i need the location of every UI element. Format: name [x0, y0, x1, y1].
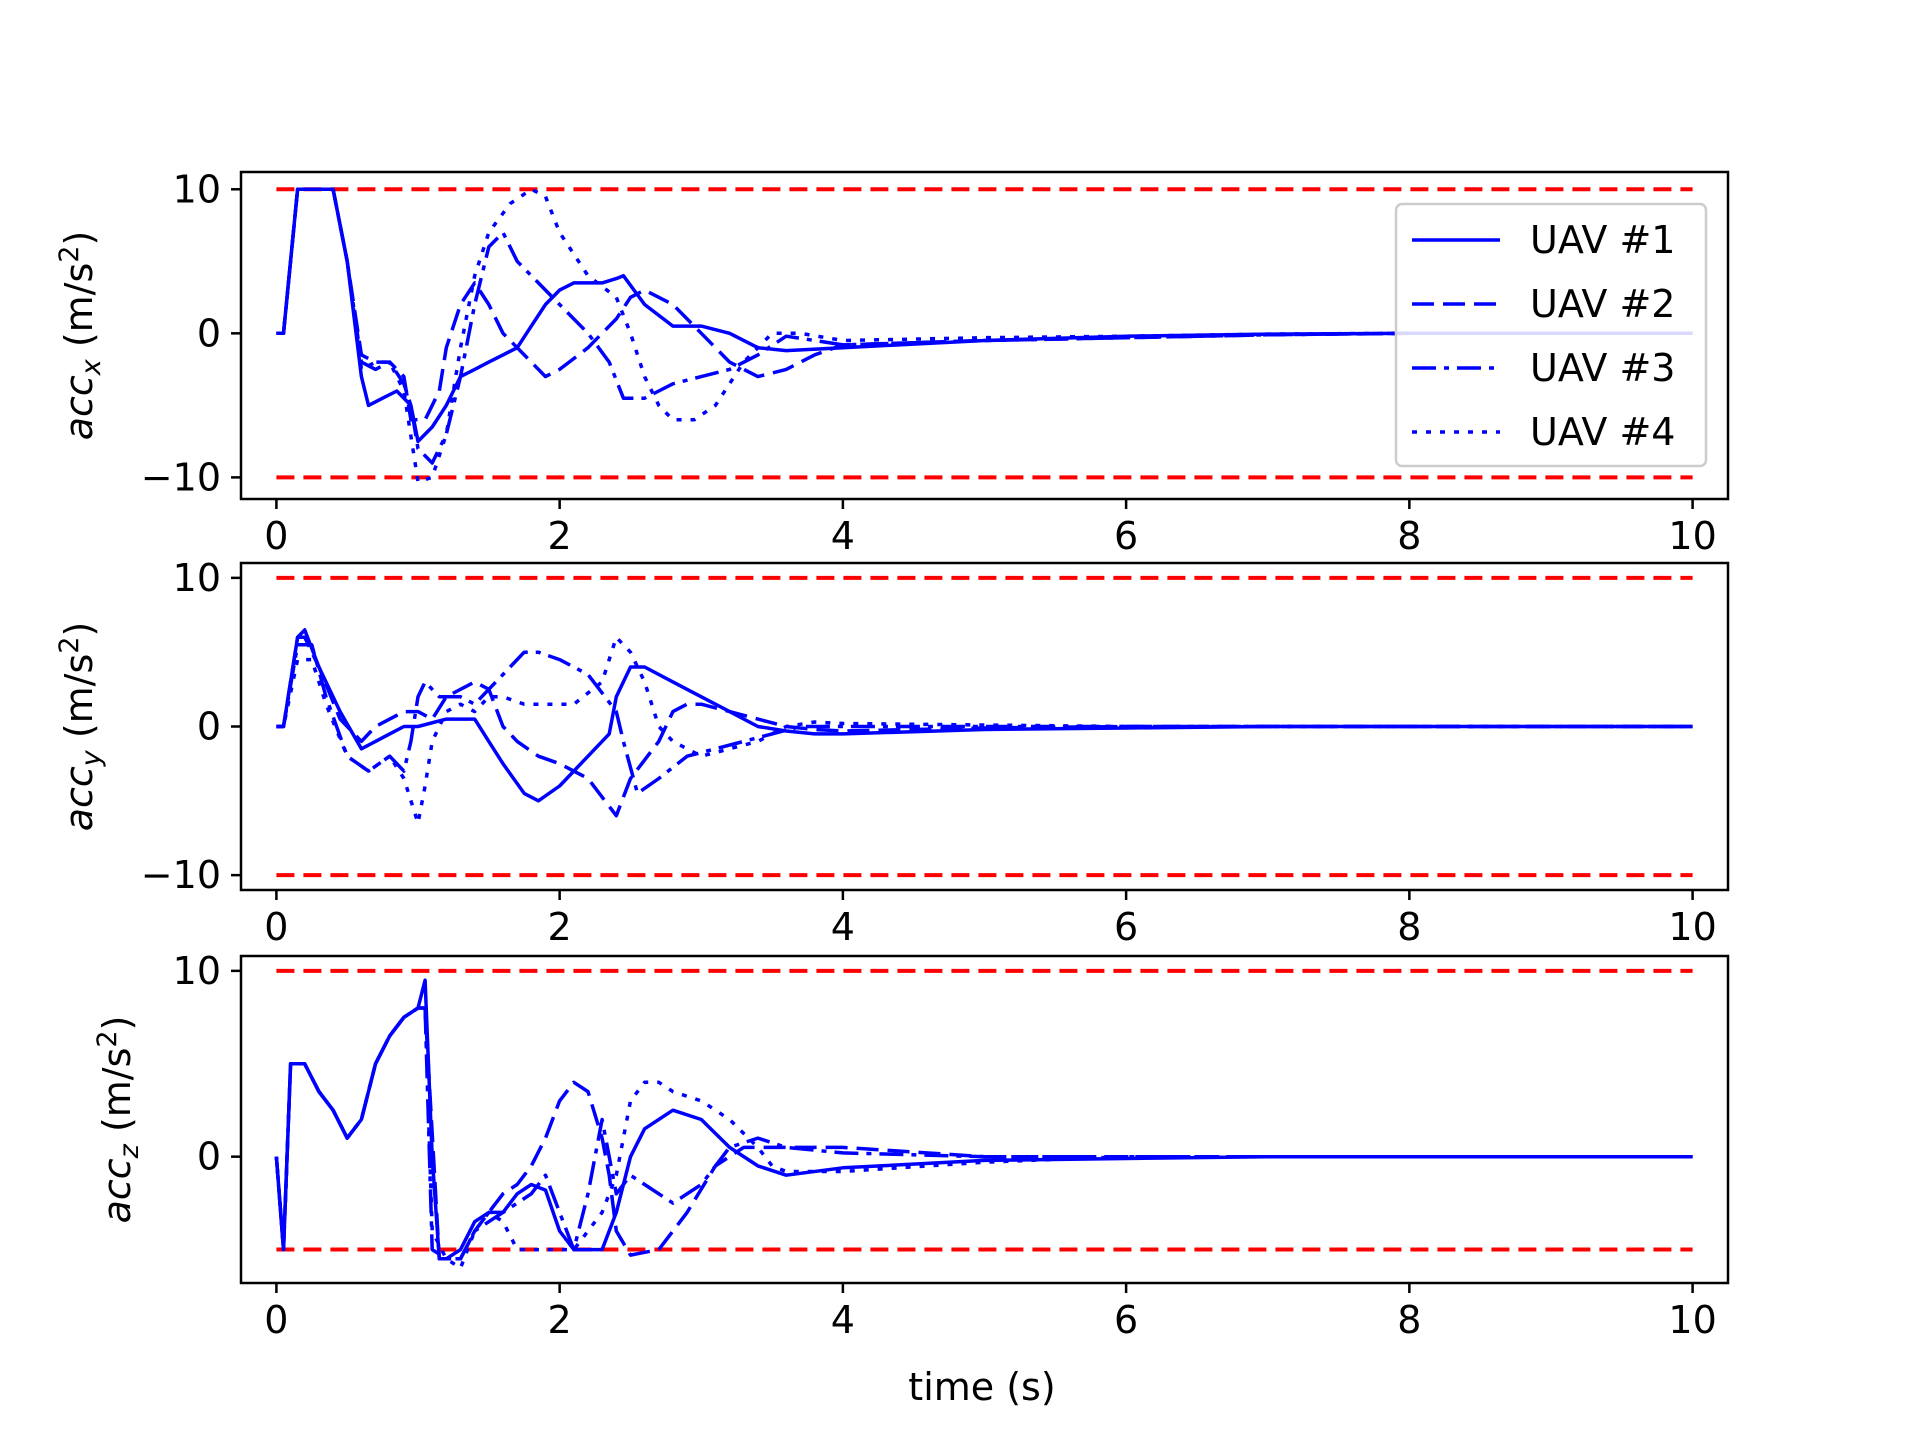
- x-tick-label: 0: [264, 905, 288, 949]
- y-tick-label: 10: [173, 167, 221, 211]
- y-axis-label: accy (m/s2): [54, 622, 107, 832]
- x-tick-label: 6: [1114, 1298, 1138, 1342]
- x-tick-label: 6: [1114, 905, 1138, 949]
- y-tick-label: 0: [197, 705, 221, 749]
- x-tick-label: 0: [264, 514, 288, 558]
- legend-label-uav-1: UAV #1: [1530, 218, 1675, 262]
- x-axis-label: time (s): [908, 1365, 1055, 1409]
- y-tick-label: −10: [141, 853, 221, 897]
- x-tick-label: 4: [831, 1298, 855, 1342]
- y-tick-label: 10: [173, 949, 221, 993]
- series-line-uav-1: [276, 628, 1693, 803]
- series-line-uav-4: [276, 635, 1693, 825]
- x-tick-label: 4: [831, 905, 855, 949]
- series-line-uav-2: [276, 187, 1693, 422]
- legend: UAV #1 UAV #2 UAV #3 UAV #4: [1394, 202, 1708, 468]
- x-tick-label: 2: [548, 905, 572, 949]
- y-tick-label: −10: [141, 455, 221, 499]
- y-tick-label: 0: [197, 311, 221, 355]
- series-line-uav-3: [276, 187, 1693, 465]
- x-tick-label: 0: [264, 1298, 288, 1342]
- series-group: [276, 187, 1693, 484]
- y-axis-label: accx (m/s2): [54, 231, 107, 441]
- series-group: [274, 978, 1693, 1270]
- series-line-uav-4: [276, 187, 1693, 484]
- series-line-uav-1: [276, 187, 1693, 444]
- axes-frame: [239, 170, 1730, 501]
- series-line-uav-3: [276, 643, 1693, 796]
- series-line-uav-2: [276, 635, 1693, 818]
- legend-label-uav-4: UAV #4: [1530, 410, 1675, 454]
- legend-box: [1394, 202, 1708, 468]
- x-tick-label: 2: [548, 1298, 572, 1342]
- subplot-3: 0 2 4 6 8 10 0 10 accz (m/s2): [92, 949, 1730, 1342]
- x-tick-label: 10: [1668, 1298, 1716, 1342]
- x-tick-label: 10: [1668, 514, 1716, 558]
- x-tick-label: 8: [1397, 1298, 1421, 1342]
- series-line-uav-4: [274, 1006, 1693, 1270]
- x-tick-label: 2: [548, 514, 572, 558]
- y-tick-label: 0: [197, 1135, 221, 1179]
- legend-label-uav-2: UAV #2: [1530, 282, 1675, 326]
- subplot-2: 0 2 4 6 8 10 −10 0 10 accy (m/s2): [54, 556, 1730, 949]
- x-tick-label: 10: [1668, 905, 1716, 949]
- series-group: [276, 628, 1693, 825]
- y-axis-label: accz (m/s2): [92, 1016, 145, 1224]
- x-tick-label: 6: [1114, 514, 1138, 558]
- axes-frame: [239, 954, 1730, 1285]
- legend-label-uav-3: UAV #3: [1530, 346, 1675, 390]
- x-tick-label: 4: [831, 514, 855, 558]
- x-tick-label: 8: [1397, 514, 1421, 558]
- x-tick-label: 8: [1397, 905, 1421, 949]
- y-tick-label: 10: [173, 556, 221, 600]
